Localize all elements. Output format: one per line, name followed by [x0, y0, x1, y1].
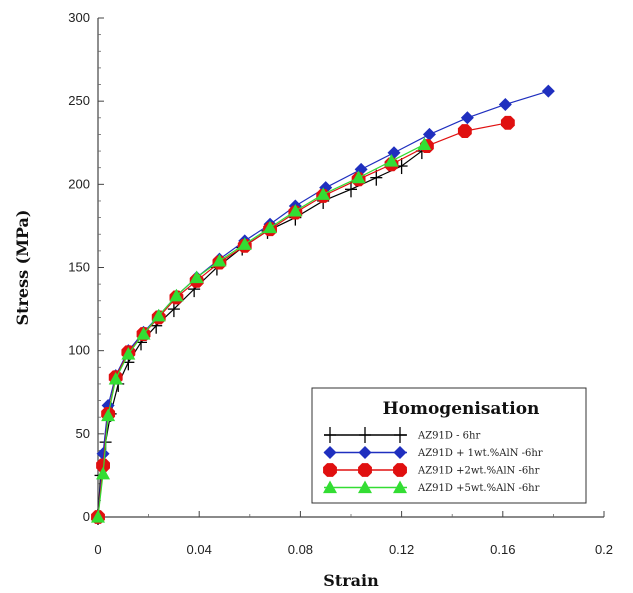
y-tick-label: 100	[68, 343, 90, 358]
data-point	[96, 466, 111, 480]
data-point	[351, 170, 366, 184]
legend-marker	[323, 463, 337, 477]
data-point	[288, 203, 303, 217]
legend-marker	[394, 427, 406, 443]
y-axis-title: Stress (MPa)	[13, 210, 32, 326]
legend-marker	[358, 463, 372, 477]
x-axis-title: Strain	[323, 571, 379, 590]
series-4	[91, 137, 432, 523]
data-point	[422, 127, 436, 141]
legend-entry: AZ91D - 6hr	[324, 427, 480, 443]
legend-entry: AZ91D +5wt.%AlN -6hr	[323, 480, 540, 494]
legend-marker	[358, 446, 372, 459]
legend-label: AZ91D + 1wt.%AlN -6hr	[417, 448, 543, 459]
data-point	[136, 327, 151, 340]
legend-entries: AZ91D - 6hr AZ91D + 1wt.%AlN -6hr AZ91D +2…	[323, 427, 543, 494]
data-point	[151, 308, 166, 322]
legend-marker	[393, 463, 407, 477]
data-point	[189, 270, 204, 284]
legend-marker	[393, 480, 407, 494]
y-tick-label: 0	[83, 509, 90, 524]
legend-box	[311, 387, 587, 504]
x-tick-label: 0	[94, 542, 101, 557]
data-point	[498, 97, 512, 111]
y-tick-label: 200	[68, 176, 90, 191]
x-tick-label: 0.16	[490, 542, 515, 557]
legend-entry: AZ91D +2wt.%AlN -6hr	[323, 463, 540, 477]
legend-marker	[323, 446, 337, 459]
legend-marker	[359, 427, 371, 443]
legend-marker	[323, 480, 337, 494]
legend-label: AZ91D +2wt.%AlN -6hr	[417, 466, 540, 477]
data-point	[96, 458, 110, 473]
data-point	[457, 124, 472, 139]
data-point	[417, 137, 432, 151]
legend-marker	[324, 427, 336, 443]
data-point	[101, 408, 116, 422]
legend-marker	[358, 480, 372, 494]
y-tick-label: 150	[68, 260, 90, 275]
data-point	[237, 237, 252, 250]
x-tick-label: 0.2	[595, 542, 613, 557]
y-tick-label: 50	[76, 426, 90, 441]
data-point	[263, 220, 278, 234]
legend-label: AZ91D - 6hr	[417, 431, 480, 442]
data-point	[316, 187, 331, 200]
x-tick-label: 0.04	[187, 542, 212, 557]
legend-label: AZ91D +5wt.%AlN -6hr	[417, 483, 540, 494]
legend-entry: AZ91D + 1wt.%AlN -6hr	[323, 446, 543, 459]
plot-series	[91, 84, 555, 525]
axes: 0 50 100 150 200 250 300 0 0.04 0.08 0.12 0.16 0.2	[68, 10, 613, 557]
data-point	[370, 169, 383, 186]
data-point	[121, 346, 136, 360]
data-point	[384, 154, 399, 167]
legend-marker	[393, 446, 407, 459]
legend: Homogenisation AZ91D - 6hr AZ91D + 1wt.%A…	[311, 387, 587, 504]
legend-title: Homogenisation	[383, 399, 540, 419]
x-tick-label: 0.12	[389, 542, 414, 557]
y-tick-label: 300	[68, 10, 90, 25]
data-point	[96, 447, 110, 461]
data-point	[169, 288, 184, 302]
data-point	[108, 371, 123, 385]
data-point	[345, 181, 357, 198]
y-tick-label: 250	[68, 93, 90, 108]
data-point	[212, 253, 227, 267]
x-tick-label: 0.08	[288, 542, 313, 557]
data-point	[541, 84, 555, 98]
data-point	[500, 115, 515, 130]
data-point	[91, 510, 105, 523]
data-point	[460, 111, 474, 125]
